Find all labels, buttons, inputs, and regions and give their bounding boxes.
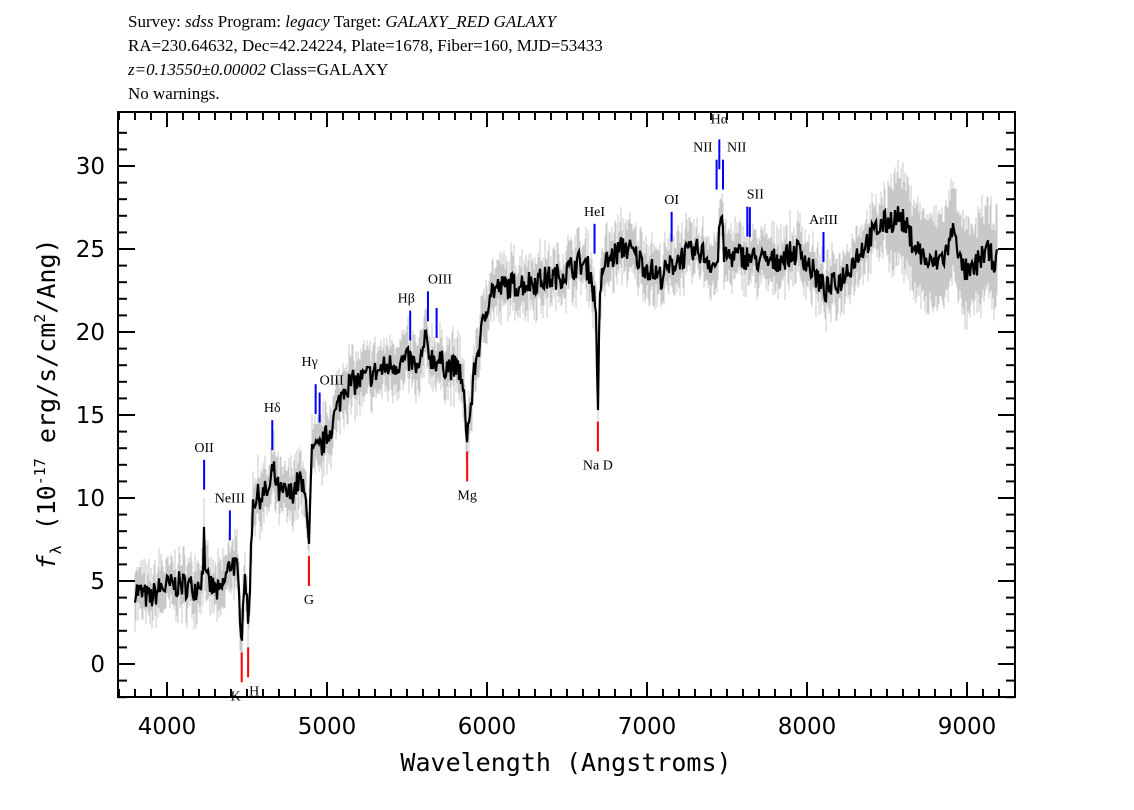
x-axis-label: Wavelength (Angstroms) <box>400 748 731 777</box>
line-markers: OIINeIIIHδHγOIIIHβOIIIHeIOINIIHαNIISIIAr… <box>194 112 838 704</box>
x-tick-label: 8000 <box>778 714 837 740</box>
line-label: ArIII <box>809 213 838 228</box>
class-value: Class=GALAXY <box>265 60 389 79</box>
plot-frame <box>117 111 1016 698</box>
survey-label: Survey: <box>128 12 186 31</box>
line-label: NeIII <box>215 491 246 506</box>
line-label: HeI <box>584 205 605 220</box>
redshift-value: z=0.13550±0.00002 <box>128 60 266 79</box>
target-value: GALAXY_RED GALAXY <box>385 12 556 31</box>
line-label: Hα <box>711 112 729 127</box>
program-label: Program: <box>213 12 286 31</box>
line-label: OIII <box>320 374 344 389</box>
axis-ticks: 4000 5000 6000 7000 8000 9000 0 5 10 15 20 25 30 <box>76 112 1016 740</box>
y-tick-label: 10 <box>76 486 105 512</box>
line-label: Hβ <box>398 292 415 307</box>
x-tick-label: 9000 <box>938 714 997 740</box>
header-line-coordinates: RA=230.64632, Dec=42.24224, Plate=1678, … <box>128 36 603 55</box>
line-label: NII <box>693 141 713 156</box>
y-tick-label: 20 <box>76 320 105 346</box>
y-tick-label: 25 <box>76 237 105 263</box>
line-label: OI <box>664 193 679 208</box>
line-label: OII <box>194 441 214 456</box>
line-label: Na D <box>583 459 613 474</box>
x-tick-label: 4000 <box>138 714 197 740</box>
y-tick-label: 5 <box>90 569 105 595</box>
header-line-survey: Survey: sdss Program: legacy Target: GAL… <box>128 12 556 32</box>
y-tick-label: 15 <box>76 403 105 429</box>
program-value: legacy <box>285 12 330 31</box>
line-label: Mg <box>457 488 476 503</box>
y-axis-label: fλ (10-17 erg/s/cm2/Ang) <box>31 238 65 569</box>
survey-value: sdss <box>185 12 214 31</box>
header-line-redshift: z=0.13550±0.00002 Class=GALAXY <box>128 60 388 80</box>
y-tick-label: 0 <box>90 652 105 678</box>
line-label: H <box>249 684 259 699</box>
line-label: OIII <box>428 272 452 287</box>
y-tick-label: 30 <box>76 154 105 180</box>
x-tick-label: 5000 <box>298 714 357 740</box>
line-label: SII <box>747 188 764 203</box>
line-label: NII <box>727 141 747 156</box>
header-line-warnings: No warnings. <box>128 84 220 103</box>
line-label: Hδ <box>264 401 281 416</box>
line-label: Hγ <box>301 355 317 370</box>
flux-line <box>133 206 999 641</box>
line-label: G <box>304 593 314 608</box>
x-tick-label: 7000 <box>618 714 677 740</box>
x-tick-label: 6000 <box>458 714 517 740</box>
target-label: Target: <box>329 12 386 31</box>
